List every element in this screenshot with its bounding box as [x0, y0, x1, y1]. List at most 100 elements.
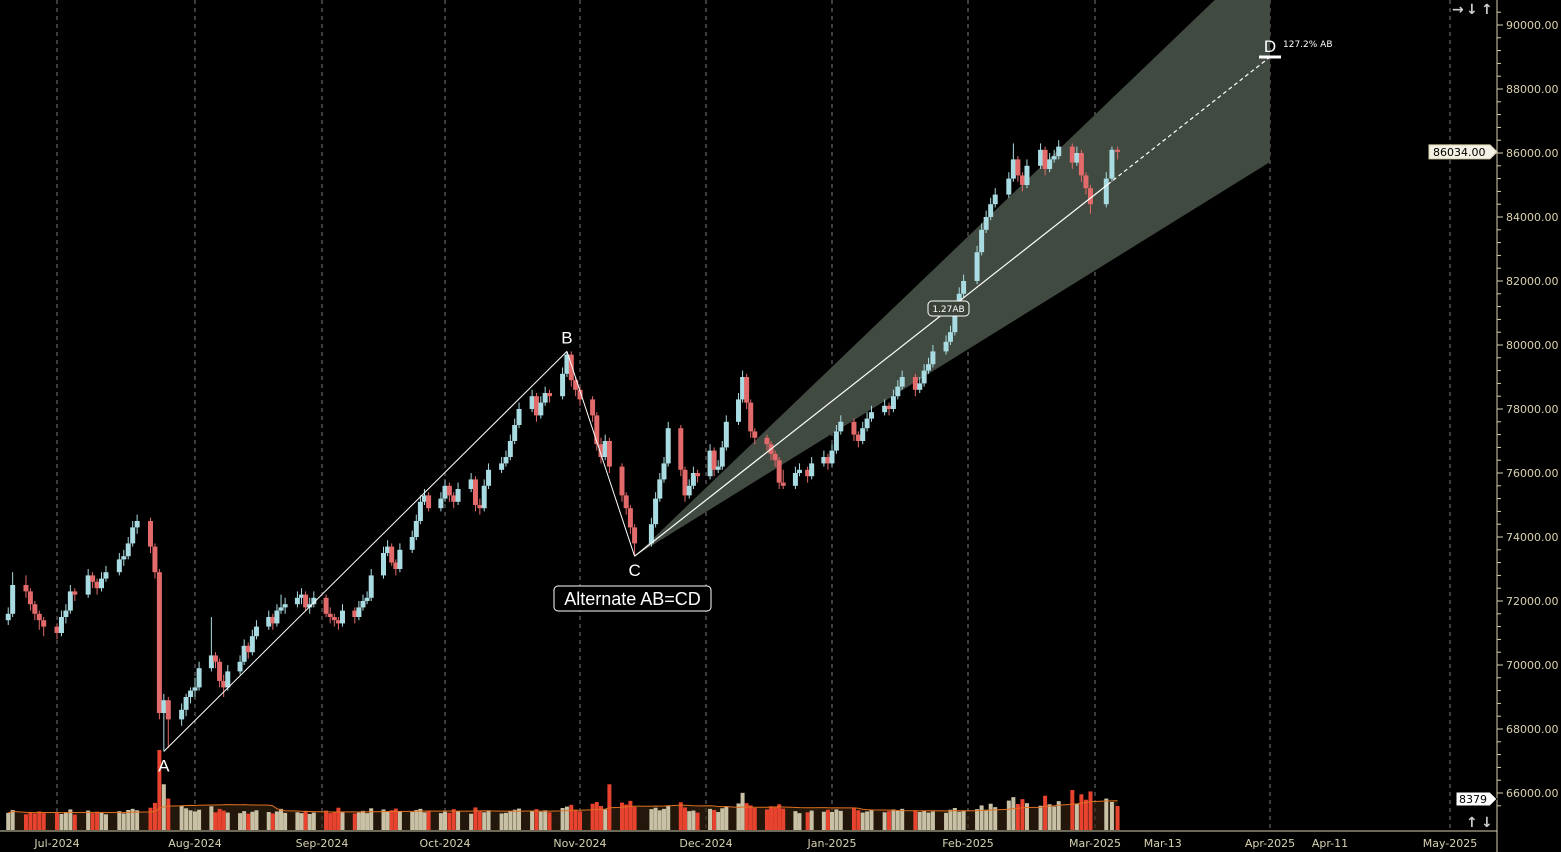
- volume-bar: [590, 803, 595, 830]
- volume-bar: [72, 814, 77, 830]
- candle: [926, 357, 932, 374]
- candle-body: [152, 546, 158, 573]
- candle: [682, 466, 688, 502]
- candle-body: [516, 409, 522, 425]
- candle-body: [503, 457, 509, 464]
- volume-bar: [385, 811, 390, 830]
- candle: [360, 594, 366, 611]
- last-volume-tag: 8379: [1455, 791, 1498, 807]
- volume-bar: [869, 810, 874, 830]
- candle: [974, 245, 980, 285]
- bc-leg-line[interactable]: [566, 351, 636, 557]
- volume-bar: [603, 809, 608, 830]
- volume-bar: [157, 750, 162, 830]
- candle-body: [156, 572, 162, 713]
- projection-fan-area: [634, 0, 1270, 557]
- scroll-right-arrow-icon[interactable]: →: [1452, 2, 1464, 18]
- volume-bar: [708, 808, 713, 830]
- candle-body: [921, 370, 927, 384]
- candle: [678, 425, 684, 477]
- candle: [278, 594, 284, 614]
- volume-bar: [63, 812, 68, 830]
- candle: [1024, 159, 1030, 189]
- volume-bar: [451, 809, 456, 830]
- candle-body: [864, 418, 870, 429]
- pattern-name-label: Alternate AB=CD: [564, 589, 701, 609]
- candle: [899, 370, 905, 390]
- candle-body: [665, 428, 671, 464]
- volume-up-arrow-icon[interactable]: ↑: [1466, 815, 1478, 831]
- candle-body: [303, 594, 309, 608]
- candle: [988, 197, 994, 221]
- candle: [417, 495, 423, 525]
- volume-bar: [184, 808, 189, 830]
- candle: [752, 428, 758, 445]
- candle-body: [952, 313, 958, 333]
- ab-leg-line[interactable]: [163, 351, 568, 752]
- volume-bar: [952, 808, 957, 830]
- candle-body: [499, 463, 505, 470]
- candle-body: [23, 585, 29, 592]
- candle: [23, 575, 29, 598]
- scroll-down-arrow-icon[interactable]: ↓: [1466, 2, 1478, 18]
- candle-body: [472, 479, 478, 505]
- volume-bar: [90, 813, 95, 830]
- scroll-up-arrow-icon[interactable]: ↑: [1481, 2, 1493, 18]
- volume-bar: [499, 813, 504, 830]
- volume-bar: [1079, 794, 1084, 830]
- candle-body: [512, 425, 518, 441]
- cd-projection-line[interactable]: [634, 184, 1108, 557]
- volume-bar: [332, 812, 337, 830]
- candle-body: [451, 495, 457, 502]
- volume-bar: [666, 805, 671, 830]
- candle-body: [855, 434, 861, 441]
- y-axis[interactable]: 66000.00 68000.00 70000.00 72000.00 74000.00…: [1497, 0, 1559, 807]
- candle-body: [417, 501, 423, 521]
- candle: [179, 703, 185, 726]
- volume-down-arrow-icon[interactable]: ↓: [1481, 815, 1493, 831]
- ab-cd-pattern[interactable]: A B C D 127.2% AB 1.27AB Alternate AB=CD: [158, 37, 1332, 775]
- candle: [270, 613, 276, 630]
- volume-bar: [736, 803, 741, 830]
- candle-body: [340, 610, 345, 624]
- candle: [125, 537, 131, 560]
- candle: [1069, 143, 1075, 169]
- volume-bar: [414, 810, 419, 830]
- candle-body: [547, 393, 553, 397]
- volume-bar: [486, 810, 491, 830]
- candle: [192, 677, 198, 697]
- candle: [868, 405, 874, 422]
- volume-bar: [1006, 800, 1011, 830]
- candle: [41, 617, 47, 637]
- volume-bar: [809, 810, 814, 830]
- candle-body: [486, 469, 492, 486]
- candle: [451, 492, 457, 509]
- volume-bar: [769, 806, 774, 830]
- volume-bar: [1088, 791, 1093, 830]
- candle-body: [686, 485, 692, 496]
- candle-body: [237, 661, 243, 672]
- candle-body: [274, 610, 280, 624]
- volume-bar: [517, 808, 522, 830]
- candle-body: [772, 453, 778, 461]
- candle-body: [860, 428, 866, 441]
- candle: [368, 569, 374, 601]
- candle: [736, 393, 742, 425]
- x-axis[interactable]: Jul-2024 Aug-2024 Sep-2024 Oct-2024 Nov-2024…: [33, 837, 1477, 850]
- volume-bar: [188, 810, 193, 830]
- volume-bar: [797, 813, 802, 830]
- volume-bar: [311, 812, 316, 830]
- candle: [564, 351, 570, 377]
- volume-bar: [225, 812, 230, 830]
- last-volume-tag-shape: [1455, 791, 1498, 807]
- x-tick-label: Aug-2024: [168, 837, 221, 850]
- candle: [748, 399, 754, 438]
- volume-bar: [578, 811, 582, 830]
- candle-body: [1042, 149, 1048, 169]
- volume-bar: [657, 810, 662, 830]
- volume-bar: [213, 812, 218, 830]
- candle: [294, 591, 300, 608]
- volume-bar: [534, 809, 539, 830]
- volume-bar: [724, 806, 729, 830]
